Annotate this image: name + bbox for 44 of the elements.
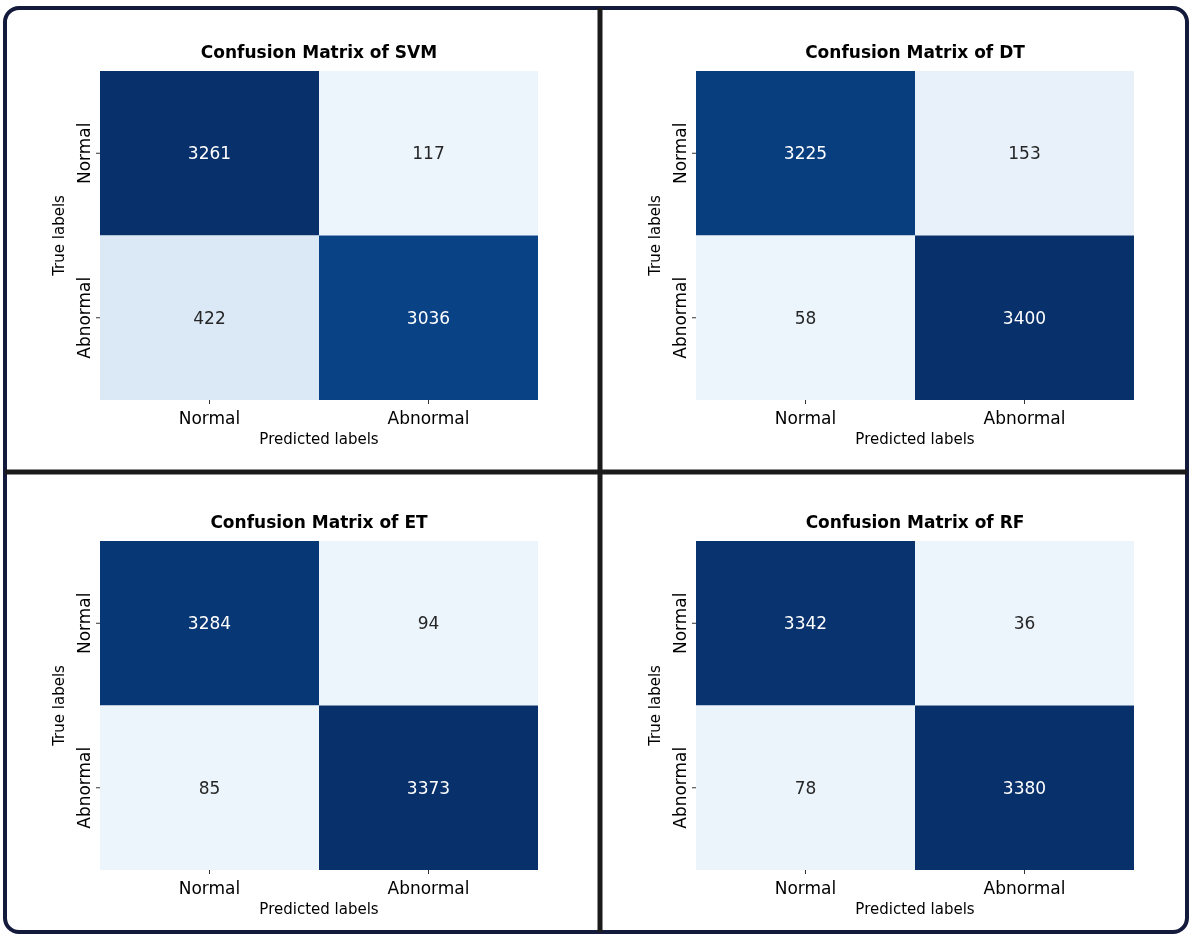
y-tick-label: Abnormal — [670, 276, 690, 359]
y-tick-label: Normal — [670, 122, 690, 185]
y-tick-label: Abnormal — [670, 746, 690, 829]
x-axis-title: Predicted labels — [259, 900, 379, 918]
chart-title: Confusion Matrix of ET — [210, 512, 429, 532]
x-axis-title: Predicted labels — [855, 430, 975, 448]
data-label: 117 — [412, 143, 445, 164]
data-label: 85 — [198, 777, 221, 798]
y-axis-title: True labels — [646, 194, 664, 277]
data-label: 3380 — [1002, 777, 1047, 798]
data-label: 3373 — [406, 777, 451, 798]
x-tick-label: Normal — [178, 408, 241, 428]
chart-title: Confusion Matrix of DT — [805, 42, 1026, 62]
data-label: 78 — [794, 777, 817, 798]
data-label: 3036 — [406, 307, 451, 328]
data-label: 153 — [1008, 143, 1041, 164]
data-label: 3225 — [783, 143, 828, 164]
x-tick-label: Abnormal — [983, 878, 1066, 898]
data-label: 36 — [1013, 613, 1036, 634]
y-tick-label: Normal — [74, 122, 94, 185]
y-axis-title: True labels — [50, 664, 68, 747]
data-label: 3342 — [783, 613, 828, 634]
x-tick-label: Normal — [178, 878, 241, 898]
x-tick-label: Normal — [774, 878, 837, 898]
y-axis-title: True labels — [50, 194, 68, 277]
data-label: 3284 — [187, 613, 232, 634]
y-tick-label: Abnormal — [74, 746, 94, 829]
y-tick-label: Abnormal — [74, 276, 94, 359]
data-label: 58 — [794, 307, 817, 328]
y-tick-label: Normal — [670, 592, 690, 655]
x-axis-title: Predicted labels — [855, 900, 975, 918]
x-axis-title: Predicted labels — [259, 430, 379, 448]
x-tick-label: Abnormal — [983, 408, 1066, 428]
data-label: 3400 — [1002, 307, 1047, 328]
data-label: 422 — [193, 307, 226, 328]
y-tick-label: Normal — [74, 592, 94, 655]
y-axis-title: True labels — [646, 664, 664, 747]
x-tick-label: Normal — [774, 408, 837, 428]
chart-title: Confusion Matrix of SVM — [200, 42, 438, 62]
chart-title: Confusion Matrix of RF — [805, 512, 1025, 532]
x-tick-label: Abnormal — [387, 408, 470, 428]
data-label: 3261 — [187, 143, 232, 164]
x-tick-label: Abnormal — [387, 878, 470, 898]
data-label: 94 — [417, 613, 440, 634]
